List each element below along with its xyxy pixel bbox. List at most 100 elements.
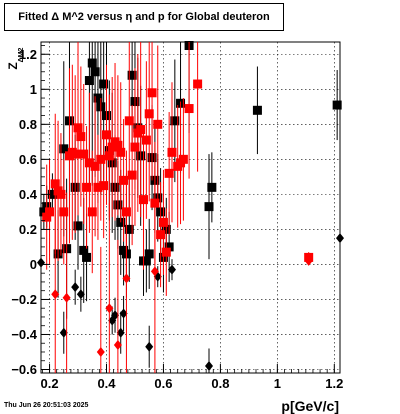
data-point-square: [79, 149, 89, 159]
data-point-diamond: [205, 360, 214, 371]
y-tick-label: 1.2: [19, 47, 37, 62]
data-point-square: [50, 179, 60, 189]
data-point-square: [107, 142, 117, 152]
data-point-diamond: [59, 327, 68, 338]
data-point-square: [207, 182, 217, 192]
data-point-square: [82, 182, 92, 192]
data-point-square: [79, 245, 89, 255]
plot-frame: [40, 41, 341, 374]
data-point-square: [178, 154, 188, 164]
data-point-square: [56, 189, 66, 199]
data-point-square: [193, 79, 203, 89]
data-point-square: [45, 207, 55, 217]
data-point-square: [73, 221, 83, 231]
y-tick-label: −0.4: [11, 327, 37, 342]
data-point-square: [147, 88, 157, 98]
data-point-square: [170, 116, 180, 126]
data-point-diamond: [119, 308, 128, 319]
data-point-square: [59, 144, 69, 154]
data-point-square: [99, 79, 109, 89]
data-point-square: [141, 135, 151, 145]
data-point-square: [93, 93, 103, 103]
data-point-square: [59, 207, 69, 217]
data-point-diamond: [113, 339, 122, 350]
timestamp: Thu Jun 26 20:51:03 2025: [4, 402, 89, 409]
data-point-diamond: [105, 303, 114, 314]
data-point-square: [87, 207, 97, 217]
data-point-diamond: [150, 266, 159, 277]
data-point-diamond: [62, 292, 71, 303]
data-point-square: [204, 202, 214, 212]
data-point-square: [99, 181, 109, 191]
data-point-square: [144, 249, 154, 259]
data-point-diamond: [304, 255, 313, 266]
data-point-diamond: [51, 289, 60, 300]
x-axis-label: p[GeV/c]: [281, 398, 339, 414]
data-point-square: [113, 140, 123, 150]
data-point-square: [144, 109, 154, 119]
data-point-square: [90, 67, 100, 77]
y-tick-label: −0.2: [11, 292, 37, 307]
y-axis-label-sub: ΔM2: [18, 48, 25, 63]
y-tick-label: 0.2: [19, 222, 37, 237]
chart-title: Fitted Δ M^2 versus η and p for Global d…: [4, 3, 284, 31]
data-point-square: [76, 132, 86, 142]
data-point-square: [167, 147, 177, 157]
data-point-square: [73, 123, 83, 133]
data-point-square: [84, 158, 94, 168]
data-point-square: [130, 142, 140, 152]
data-point-square: [161, 247, 171, 257]
data-point-diamond: [71, 282, 80, 293]
data-point-diamond: [336, 233, 344, 244]
data-point-square: [101, 130, 111, 140]
data-point-diamond: [145, 341, 154, 352]
axes: 0.2 0.4 0.6 0.8 1 1.2 −0.6 −0.4 −0.2 0 0.2 0.4 0.6 0.…: [11, 45, 343, 391]
data-point-square: [70, 149, 80, 159]
x-tick-label: 1.2: [325, 376, 343, 391]
data-point-square: [42, 212, 52, 222]
y-tick-label: 0.4: [19, 187, 38, 202]
y-tick-label: 0.8: [19, 117, 37, 132]
data-point-square: [90, 161, 100, 171]
data-point-square: [153, 119, 163, 129]
data-point-square: [158, 217, 168, 227]
data-point-diamond: [122, 273, 131, 284]
data-point-square: [93, 182, 103, 192]
y-tick-label: −0.6: [11, 362, 37, 377]
data-point-square: [184, 104, 194, 114]
data-point-square: [156, 230, 166, 240]
data-point-square: [104, 151, 114, 161]
y-axis-label: Z: [6, 62, 20, 69]
data-point-square: [87, 58, 97, 68]
data-point-square: [136, 125, 146, 135]
data-point-diamond: [96, 346, 105, 357]
data-point-square: [82, 252, 92, 262]
data-point-square: [141, 256, 151, 266]
data-point-square: [124, 224, 134, 234]
y-tick-label: 0.6: [19, 152, 37, 167]
x-tick-label: 0.6: [154, 376, 172, 391]
x-tick-label: 0.8: [211, 376, 229, 391]
y-tick-label: 1: [30, 82, 37, 97]
data-point-diamond: [167, 264, 176, 275]
data-point-square: [96, 154, 106, 164]
data-point-diamond: [116, 327, 125, 338]
y-tick-label: 0: [30, 257, 37, 272]
x-tick-label: 1: [274, 376, 281, 391]
x-tick-label: 0.2: [41, 376, 59, 391]
x-tick-label: 0.4: [97, 376, 116, 391]
grid: [41, 42, 340, 373]
data-point-square: [116, 147, 126, 157]
data-point-square: [164, 242, 174, 252]
data-point-diamond: [111, 310, 120, 321]
data-point-square: [332, 100, 342, 110]
data-point-square: [127, 170, 137, 180]
data-point-square: [127, 70, 137, 80]
data-point-square: [47, 189, 57, 199]
data-point-square: [84, 76, 94, 86]
data-point-square: [139, 195, 149, 205]
data-point-diamond: [37, 257, 45, 268]
data-point-diamond: [76, 289, 85, 300]
data-point-square: [252, 105, 262, 115]
